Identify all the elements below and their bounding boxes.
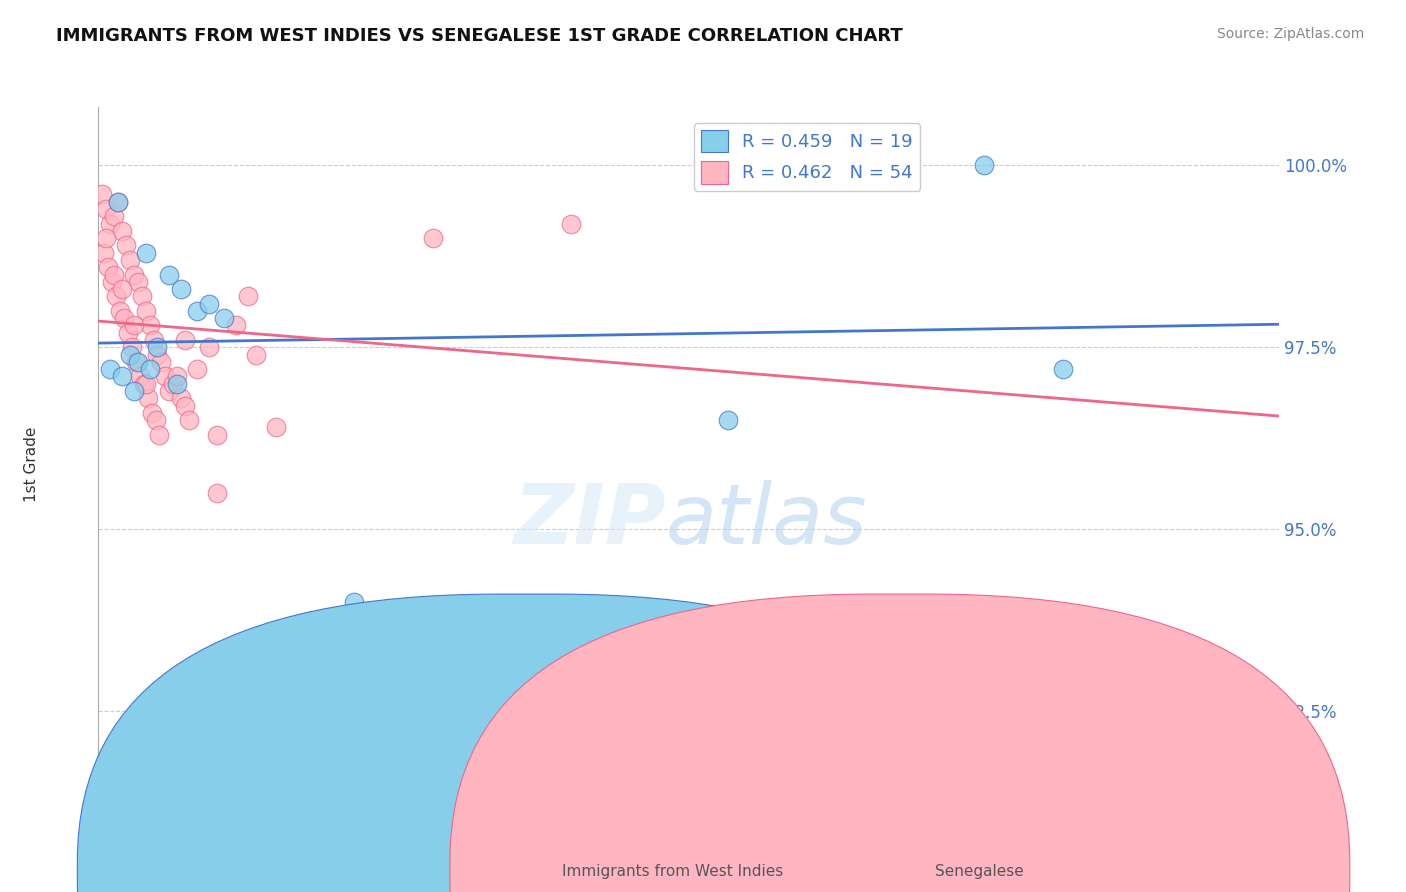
Point <box>136 392 159 406</box>
Point <box>98 362 121 376</box>
Point <box>197 296 219 310</box>
Point <box>150 355 173 369</box>
Point <box>560 217 582 231</box>
Point <box>225 318 247 333</box>
Point <box>1052 362 1074 376</box>
Point <box>205 486 228 500</box>
Point <box>236 289 259 303</box>
Point <box>155 369 177 384</box>
Point <box>105 289 128 303</box>
Point <box>174 399 197 413</box>
Point <box>422 231 444 245</box>
Point <box>132 376 155 391</box>
Point <box>97 260 120 275</box>
Point <box>157 268 180 282</box>
Point <box>186 304 208 318</box>
Point <box>197 340 219 354</box>
Point <box>96 231 118 245</box>
Point <box>973 158 995 172</box>
Point <box>245 348 267 362</box>
Text: atlas: atlas <box>665 481 868 561</box>
Point <box>122 318 145 333</box>
Point <box>125 355 148 369</box>
Point <box>174 333 197 347</box>
Point <box>91 187 114 202</box>
Point <box>107 194 129 209</box>
Point <box>205 427 228 442</box>
Point <box>717 413 740 427</box>
Point <box>146 348 169 362</box>
Text: Source: ZipAtlas.com: Source: ZipAtlas.com <box>1216 27 1364 41</box>
Point <box>264 420 287 434</box>
Point <box>141 406 163 420</box>
Point <box>122 384 145 398</box>
Point <box>157 384 180 398</box>
Point <box>142 333 165 347</box>
Point <box>101 275 124 289</box>
Point <box>148 427 170 442</box>
Point <box>131 289 153 303</box>
Point <box>115 238 138 252</box>
Point <box>127 355 149 369</box>
Point <box>166 369 188 384</box>
Point <box>170 392 193 406</box>
Text: 0.0%: 0.0% <box>98 849 138 864</box>
Point <box>128 369 150 384</box>
Point <box>93 245 115 260</box>
Point <box>138 362 160 376</box>
Point <box>108 304 131 318</box>
Point <box>146 340 169 354</box>
Text: 1st Grade: 1st Grade <box>24 426 39 501</box>
Text: 30.0%: 30.0% <box>1232 849 1279 864</box>
Text: IMMIGRANTS FROM WEST INDIES VS SENEGALESE 1ST GRADE CORRELATION CHART: IMMIGRANTS FROM WEST INDIES VS SENEGALES… <box>56 27 903 45</box>
Point <box>135 304 157 318</box>
Point <box>135 245 157 260</box>
Legend: R = 0.459   N = 19, R = 0.462   N = 54: R = 0.459 N = 19, R = 0.462 N = 54 <box>693 123 921 191</box>
Point <box>177 413 200 427</box>
Point <box>107 194 129 209</box>
Point <box>122 268 145 282</box>
Point <box>135 376 157 391</box>
Point <box>103 209 125 223</box>
Point <box>118 348 141 362</box>
Text: ZIP: ZIP <box>513 481 665 561</box>
Point <box>127 275 149 289</box>
Point <box>118 252 141 267</box>
Point <box>162 376 184 391</box>
Point <box>111 224 134 238</box>
Point <box>170 282 193 296</box>
Point <box>166 376 188 391</box>
Point <box>186 362 208 376</box>
Point <box>121 340 143 354</box>
Point <box>343 595 366 609</box>
Point <box>111 369 134 384</box>
Point <box>103 268 125 282</box>
Point <box>138 318 160 333</box>
Point <box>214 311 236 326</box>
Point <box>145 413 167 427</box>
Point <box>96 202 118 216</box>
Point <box>117 326 139 340</box>
Point <box>111 282 134 296</box>
Text: Immigrants from West Indies: Immigrants from West Indies <box>562 864 783 879</box>
Text: Senegalese: Senegalese <box>935 864 1024 879</box>
Point <box>98 217 121 231</box>
Point <box>112 311 135 326</box>
